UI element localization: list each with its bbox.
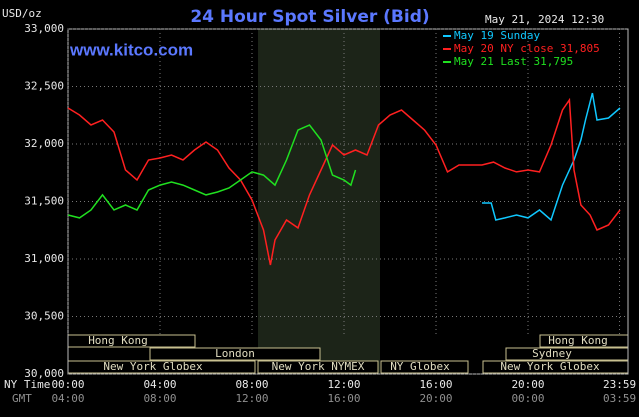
x-tick-label: 00:00 — [51, 378, 84, 391]
timestamp: May 21, 2024 12:30 — [485, 13, 604, 26]
session-label: Hong Kong — [88, 334, 148, 347]
x2-tick-label: 00:00 — [511, 392, 544, 405]
y-tick-label: 30,000 — [24, 367, 64, 380]
y-tick-label: 31,000 — [24, 252, 64, 265]
x2-tick-label: 03:59 — [603, 392, 636, 405]
y-tick-label: 30,500 — [24, 310, 64, 323]
session-box — [380, 360, 469, 374]
legend-label: May 19 Sunday — [454, 29, 540, 42]
x2-tick-label: 04:00 — [51, 392, 84, 405]
sessions: Hong Kong London New York Globex New Yor… — [67, 334, 629, 374]
unit-label: USD/oz — [2, 7, 42, 20]
site-label: www.kitco.com — [69, 40, 193, 59]
x-row-label: NY Time — [4, 378, 50, 391]
session-label: New York Globex — [500, 360, 600, 373]
session-box — [257, 360, 379, 374]
series-line — [482, 92, 621, 222]
y-tick-label: 32,000 — [24, 137, 64, 150]
session-box — [149, 347, 321, 361]
x-tick-label: 20:00 — [511, 378, 544, 391]
x2-tick-label: 12:00 — [235, 392, 268, 405]
session-label: New York NYMEX — [272, 360, 365, 373]
series-line — [67, 97, 621, 266]
session-label: New York Globex — [103, 360, 203, 373]
x-tick-label: 23:59 — [603, 378, 636, 391]
session-label: Sydney — [532, 347, 572, 360]
x-tick-label: 04:00 — [143, 378, 176, 391]
x2-row-label: GMT — [12, 392, 32, 405]
chart-title: 24 Hour Spot Silver (Bid) — [190, 7, 429, 27]
legend-label: May 21 Last 31,795 — [454, 55, 573, 68]
x2-tick-label: 08:00 — [143, 392, 176, 405]
legend-label: May 20 NY close 31,805 — [454, 42, 600, 55]
y-tick-label: 31,500 — [24, 195, 64, 208]
session-label: Hong Kong — [548, 334, 608, 347]
session-label: London — [215, 347, 255, 360]
x2-tick-label: 16:00 — [327, 392, 360, 405]
nymex-shade — [258, 29, 380, 374]
series-line — [67, 124, 357, 219]
x-tick-label: 16:00 — [419, 378, 452, 391]
y-tick-label: 32,500 — [24, 80, 64, 93]
session-label: NY Globex — [390, 360, 450, 373]
x2-tick-label: 20:00 — [419, 392, 452, 405]
y-tick-label: 33,000 — [24, 22, 64, 35]
x-tick-label: 08:00 — [235, 378, 268, 391]
x-tick-label: 12:00 — [327, 378, 360, 391]
